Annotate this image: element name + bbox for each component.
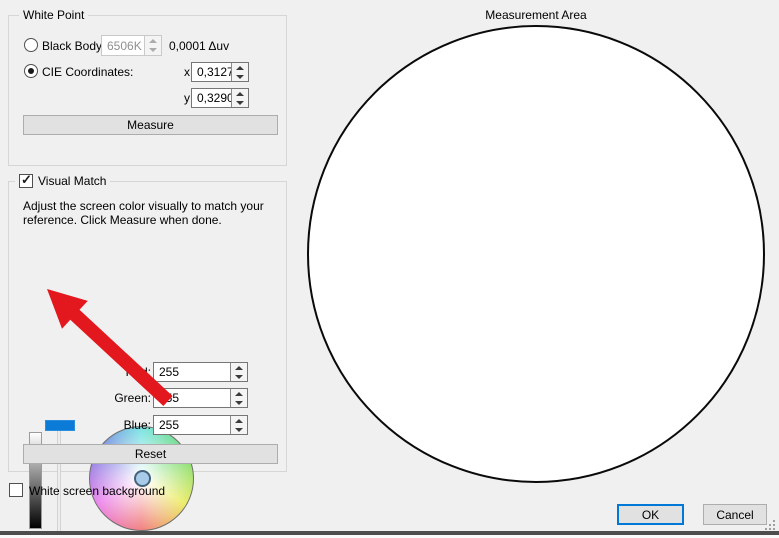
black-body-label: Black Body: bbox=[42, 39, 106, 53]
green-label: Green: bbox=[114, 391, 151, 405]
black-body-temp-spinbox bbox=[101, 35, 162, 56]
x-spin-buttons[interactable] bbox=[231, 63, 248, 81]
white-screen-background-label: White screen background bbox=[29, 484, 166, 498]
y-coordinate-spinbox[interactable] bbox=[191, 88, 249, 108]
spin-up-button[interactable] bbox=[231, 389, 247, 398]
red-input[interactable] bbox=[154, 363, 230, 381]
y-coordinate-input[interactable] bbox=[192, 89, 231, 107]
blue-input[interactable] bbox=[154, 416, 230, 434]
description-line-2: reference. Click Measure when done. bbox=[23, 213, 222, 227]
white-screen-background-checkbox[interactable]: ✓ bbox=[9, 483, 23, 497]
window-bottom-edge bbox=[0, 531, 779, 535]
ok-button[interactable]: OK bbox=[617, 504, 684, 525]
measure-button[interactable]: Measure bbox=[23, 115, 278, 135]
visual-match-description: Adjust the screen color visually to matc… bbox=[23, 199, 264, 227]
spin-up-button[interactable] bbox=[231, 363, 247, 372]
measurement-area-title: Measurement Area bbox=[485, 8, 587, 22]
color-wheel-selector[interactable] bbox=[134, 470, 151, 487]
description-line-1: Adjust the screen color visually to matc… bbox=[23, 199, 264, 213]
green-input[interactable] bbox=[154, 389, 230, 407]
x-coordinate-input[interactable] bbox=[192, 63, 231, 81]
spin-down-button[interactable] bbox=[232, 72, 248, 81]
black-body-radio[interactable] bbox=[24, 38, 38, 52]
black-body-temp-input bbox=[102, 36, 144, 55]
window-bottom-highlight bbox=[0, 535, 779, 538]
blue-label: Blue: bbox=[123, 418, 151, 432]
cie-coordinates-label: CIE Coordinates: bbox=[42, 65, 134, 79]
cie-coordinates-radio[interactable] bbox=[24, 64, 38, 78]
spin-up-button bbox=[145, 36, 161, 46]
spin-down-button[interactable] bbox=[231, 372, 247, 381]
spin-up-button[interactable] bbox=[232, 63, 248, 72]
white-point-group-title: White Point bbox=[19, 8, 89, 22]
x-coordinate-label: x bbox=[184, 65, 190, 79]
resize-grip-icon[interactable] bbox=[773, 528, 775, 530]
cancel-button[interactable]: Cancel bbox=[703, 504, 767, 525]
spin-up-button[interactable] bbox=[231, 416, 247, 425]
spin-down-button[interactable] bbox=[231, 398, 247, 407]
visual-match-title: Visual Match bbox=[38, 174, 107, 188]
blue-spinbox[interactable] bbox=[153, 415, 248, 435]
visual-match-header: ✓ Visual Match bbox=[15, 172, 111, 188]
red-label: Red: bbox=[125, 365, 151, 379]
black-body-temp-spin-buttons bbox=[144, 36, 161, 55]
blue-spin-buttons[interactable] bbox=[230, 416, 247, 434]
brightness-slider-handle[interactable] bbox=[45, 420, 75, 431]
checkmark-icon: ✓ bbox=[21, 172, 32, 187]
measurement-area-circle bbox=[307, 25, 765, 483]
visual-match-checkbox[interactable]: ✓ bbox=[19, 172, 33, 188]
visual-match-group: ✓ Visual Match Adjust the screen color v… bbox=[8, 172, 287, 538]
spin-up-button[interactable] bbox=[232, 89, 248, 98]
x-coordinate-spinbox[interactable] bbox=[191, 62, 249, 82]
white-point-group: White Point Black Body: 0,0001 Δuv CIE C… bbox=[8, 8, 287, 166]
delta-uv-value: 0,0001 Δuv bbox=[169, 39, 230, 53]
green-spin-buttons[interactable] bbox=[230, 389, 247, 407]
green-spinbox[interactable] bbox=[153, 388, 248, 408]
red-spin-buttons[interactable] bbox=[230, 363, 247, 381]
spin-down-button bbox=[145, 46, 161, 56]
y-spin-buttons[interactable] bbox=[231, 89, 248, 107]
spin-down-button[interactable] bbox=[232, 98, 248, 107]
y-coordinate-label: y bbox=[184, 91, 190, 105]
reset-button[interactable]: Reset bbox=[23, 444, 278, 464]
red-spinbox[interactable] bbox=[153, 362, 248, 382]
spin-down-button[interactable] bbox=[231, 425, 247, 434]
